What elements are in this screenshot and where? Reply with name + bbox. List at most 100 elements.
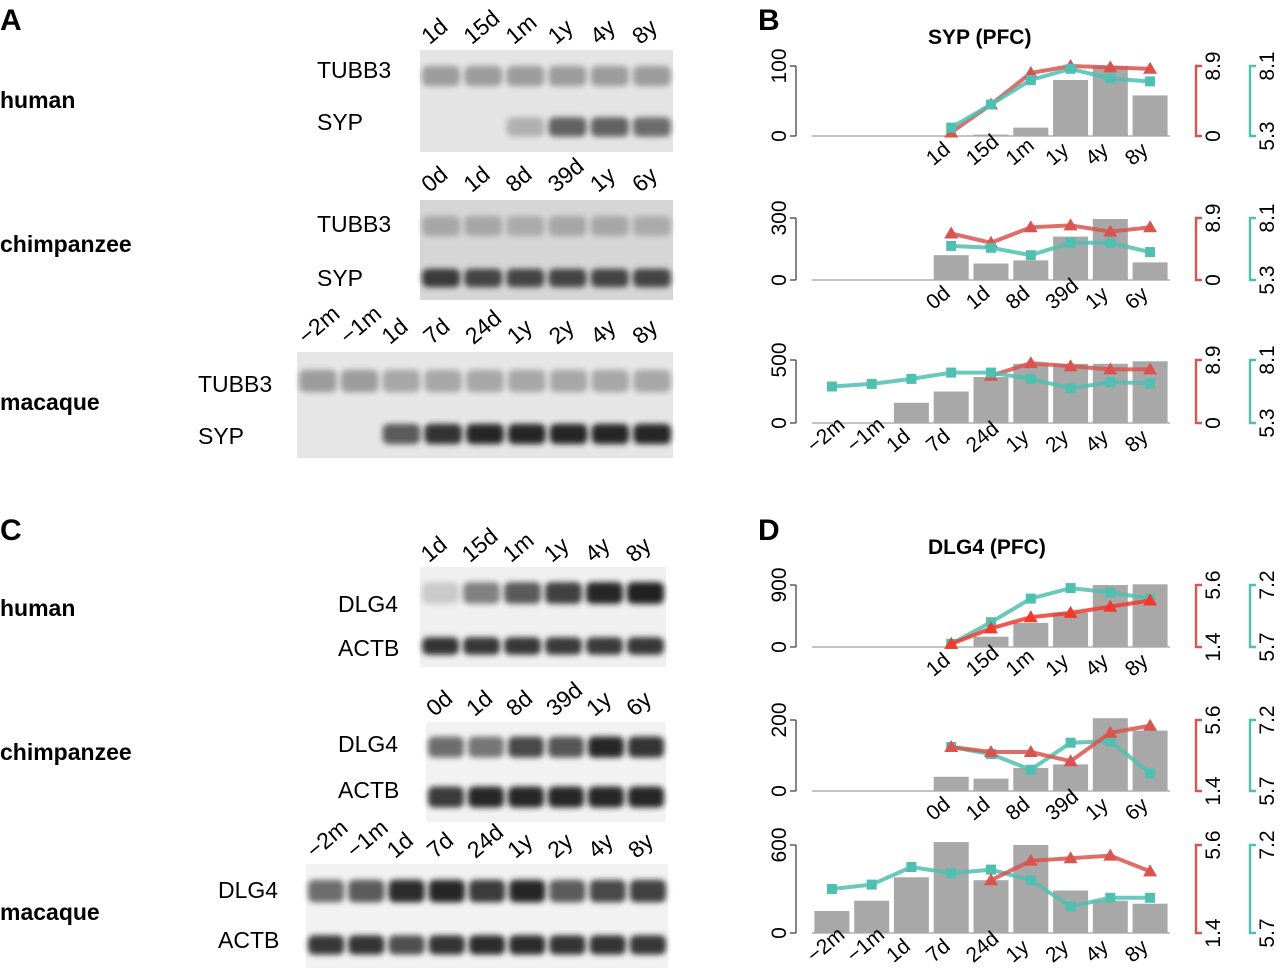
blot-band: [308, 935, 345, 955]
teal-point: [1145, 76, 1156, 87]
blot-label-tubb3-macaque: TUBB3: [198, 371, 272, 397]
teal-axis-tick-label: 8.1: [1256, 51, 1279, 80]
x-tick-label: 1d: [922, 649, 955, 682]
red-axis-tick-label: 5.6: [1202, 570, 1225, 599]
blot-band: [422, 268, 460, 288]
red-axis-tick-label: 8.9: [1202, 345, 1225, 374]
y-tick-label: 900: [768, 567, 791, 602]
red-axis-bracket: [1194, 583, 1202, 649]
bar: [933, 391, 969, 423]
x-tick-label: 1y: [1041, 649, 1073, 681]
blot-band: [424, 369, 462, 393]
red-axis-tick-label: 5.6: [1202, 830, 1225, 859]
lane-label: 6y: [621, 685, 657, 721]
lane-label: −1m: [341, 814, 392, 863]
species-label-chimpanzee-c: chimpanzee: [0, 739, 132, 765]
x-tick-label: 8y: [1121, 138, 1153, 170]
blot-label-dlg4-chimpanzee: DLG4: [338, 731, 398, 757]
red-point: [1063, 218, 1078, 231]
lane-label: 24d: [460, 305, 506, 350]
blot-band: [591, 423, 630, 445]
blot-band: [382, 369, 421, 393]
red-axis-tick-label: 8.9: [1202, 51, 1225, 80]
teal-axis-tick-label: 7.2: [1256, 570, 1279, 599]
blot-membrane: [426, 722, 666, 822]
blot-band: [506, 215, 545, 237]
bar: [893, 877, 929, 933]
red-point: [1143, 220, 1158, 233]
bar: [973, 778, 1009, 791]
lane-label: 8y: [620, 531, 656, 567]
y-tick-label: 0: [768, 927, 791, 939]
bar: [973, 263, 1009, 280]
bar: [973, 880, 1009, 933]
panel-letter-d: D: [758, 514, 780, 547]
red-point: [1023, 356, 1038, 369]
teal-point: [1105, 892, 1116, 903]
red-point: [1143, 864, 1158, 877]
blot-label-dlg4-macaque: DLG4: [218, 877, 278, 903]
teal-point: [1105, 377, 1116, 388]
blot-band: [468, 935, 506, 955]
lane-label: 1d: [416, 13, 452, 49]
lane-label: 0d: [416, 161, 452, 197]
lane-label: 7d: [418, 313, 454, 349]
red-point: [1103, 224, 1118, 237]
teal-point: [1025, 75, 1036, 85]
blot-label-actb-human: ACTB: [338, 635, 399, 661]
lane-label: 39d: [541, 677, 587, 722]
lane-label: 1y: [502, 827, 538, 863]
lane-label: 1d: [458, 161, 494, 197]
blot-band: [628, 786, 664, 808]
blot-membrane: [420, 200, 673, 300]
teal-axis-bracket: [1248, 718, 1256, 793]
blot-label-tubb3-human: TUBB3: [317, 57, 391, 83]
bar: [814, 911, 850, 933]
teal-axis-bracket: [1248, 64, 1256, 138]
teal-axis-tick-label: 5.7: [1256, 632, 1279, 661]
blot-band: [466, 369, 504, 393]
x-tick-label: 1d: [962, 282, 995, 315]
lane-label: 6y: [627, 161, 663, 197]
teal-point: [866, 378, 877, 389]
blot-band: [464, 268, 503, 288]
teal-point: [1105, 73, 1116, 84]
bar: [973, 377, 1009, 423]
blot-band: [340, 369, 379, 393]
red-point: [1063, 754, 1078, 767]
blot-label-tubb3-chimpanzee: TUBB3: [317, 211, 391, 237]
teal-point: [1065, 63, 1076, 74]
teal-axis-tick-label: 7.2: [1256, 705, 1279, 734]
blot-band: [506, 268, 545, 288]
teal-point: [1145, 892, 1156, 903]
blot-band: [632, 65, 671, 87]
blot-band: [348, 935, 385, 955]
bar: [1053, 764, 1089, 791]
lane-label: 2y: [544, 313, 580, 349]
lane-label: 8y: [627, 313, 663, 349]
blot-band: [590, 215, 629, 237]
teal-series-line: [950, 66, 1151, 130]
lane-label: 15d: [458, 5, 504, 50]
blot-band: [468, 786, 504, 808]
blot-band: [509, 879, 546, 903]
bar: [1053, 612, 1089, 647]
teal-point: [826, 381, 837, 392]
blot-band: [549, 879, 586, 903]
blot-band: [545, 637, 582, 655]
blot-band: [586, 637, 623, 655]
bar: [1013, 363, 1049, 423]
bar: [854, 900, 890, 933]
x-tick-label: 1y: [1002, 935, 1034, 967]
blot-band: [589, 935, 626, 955]
species-label-macaque-a: macaque: [0, 389, 100, 415]
x-tick-label: 4y: [1081, 649, 1113, 681]
red-point: [1143, 362, 1158, 375]
blot-band: [548, 786, 584, 808]
teal-point: [1145, 378, 1156, 389]
